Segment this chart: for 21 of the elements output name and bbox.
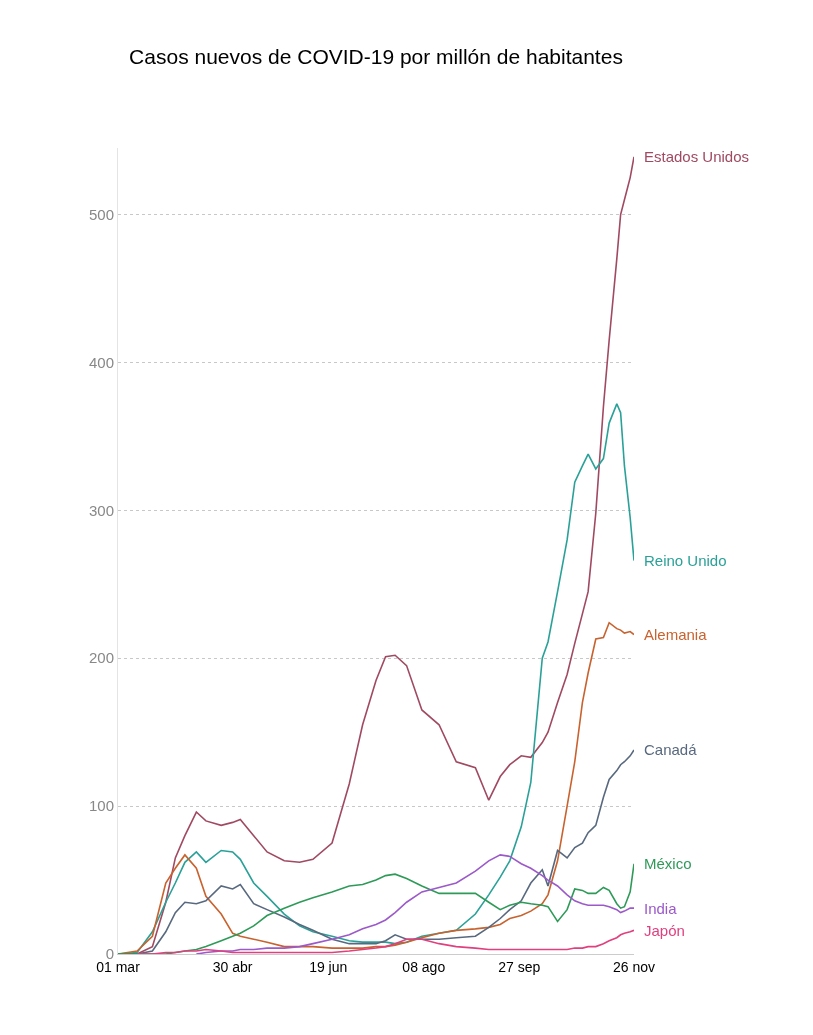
x-tick-label: 30 abr	[212, 958, 253, 975]
x-tick-label: 27 sep	[498, 958, 541, 975]
series-label: México	[644, 855, 692, 872]
x-tick-label: 08 ago	[402, 958, 446, 975]
y-tick-label: 500	[88, 205, 114, 223]
x-tick-label: 26 nov	[612, 958, 656, 975]
line-series	[136, 929, 634, 954]
y-tick-label: 300	[88, 501, 114, 519]
series-label: India	[644, 900, 678, 917]
line-series	[195, 854, 634, 954]
chart-title: Casos nuevos de COVID-19 por millón de habitantes	[129, 45, 623, 69]
series-label: Estados Unidos	[644, 148, 750, 165]
y-tick-label: 400	[88, 353, 114, 371]
line-series	[118, 862, 634, 954]
x-tick-label: 19 jun	[309, 958, 348, 975]
series-label: Reino Unido	[644, 552, 727, 569]
y-tick-label: 200	[88, 649, 114, 667]
series-label: Canadá	[644, 741, 698, 758]
series-label: Alemania	[644, 626, 708, 643]
y-tick-label: 100	[88, 797, 114, 815]
series-label: Japón	[644, 922, 685, 939]
